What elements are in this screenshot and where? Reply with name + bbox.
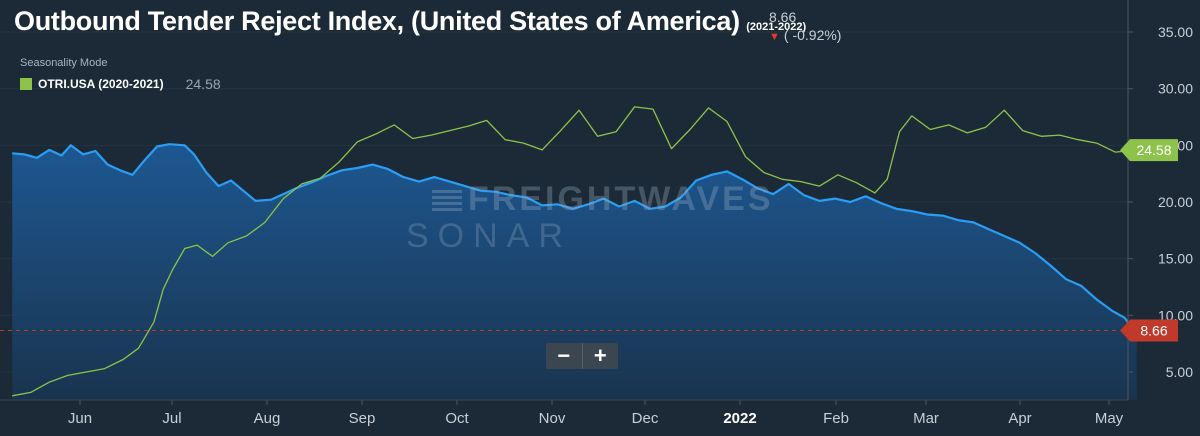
legend-item[interactable]: OTRI.USA (2020-2021) 24.58 <box>20 76 221 92</box>
value-badge: 24.58 <box>1120 139 1178 162</box>
badge-layer: 24.58 8.66 <box>1120 139 1178 342</box>
period-label: (2021-2022) <box>746 21 807 33</box>
change-value: ( -0.92%) <box>783 27 842 43</box>
chart-header: Outbound Tender Reject Index, (United St… <box>14 6 806 37</box>
current-value: 8.66 <box>769 9 797 25</box>
value-badge-label: 24.58 <box>1136 142 1171 158</box>
down-arrow-icon: ▼ <box>769 31 780 43</box>
x-tick-label: Feb <box>823 410 849 427</box>
y-tick-label: 35.00 <box>1158 24 1193 40</box>
x-tick-label: Sep <box>349 410 376 427</box>
legend-swatch <box>20 78 32 90</box>
x-tick-label: May <box>1095 410 1124 427</box>
x-tick-label: Oct <box>445 410 469 427</box>
value-badge: 8.66 <box>1120 319 1178 342</box>
x-tick-label: Jul <box>162 410 181 427</box>
series-area-layer <box>12 144 1137 400</box>
zoom-in-button[interactable]: + <box>593 343 607 368</box>
seasonality-mode-label: Seasonality Mode <box>20 57 108 69</box>
x-tick-label: Aug <box>254 410 281 427</box>
y-tick-label: 10.00 <box>1158 307 1193 323</box>
series-line-2020-2021 <box>12 106 1137 397</box>
chart-title: Outbound Tender Reject Index, (United St… <box>14 6 740 36</box>
legend-label: OTRI.USA (2020-2021) <box>38 77 164 91</box>
y-tick-label: 20.00 <box>1158 194 1193 210</box>
series-line-layer <box>0 106 1138 397</box>
value-badge-shape <box>1120 139 1178 162</box>
legend-value: 24.58 <box>185 76 221 92</box>
y-tick-label: 15.00 <box>1158 251 1193 267</box>
x-tick-label: Jun <box>68 410 92 427</box>
series-line-2021-2022 <box>12 143 1138 332</box>
x-tick-label: Dec <box>632 410 659 427</box>
zoom-out-button[interactable]: − <box>557 343 571 368</box>
y-tick-label: 30.00 <box>1158 81 1193 97</box>
series-area-2021-2022 <box>12 144 1137 400</box>
zoom-divider <box>581 343 583 369</box>
x-tick-label: Nov <box>539 410 566 427</box>
value-badge-label: 8.66 <box>1140 323 1167 339</box>
y-tick-label: 5.00 <box>1166 364 1193 380</box>
x-tick-label: Mar <box>913 410 939 427</box>
x-tick-label: Apr <box>1008 410 1031 427</box>
x-tick-label: 2022 <box>723 410 756 427</box>
zoom-control: − + <box>546 343 618 369</box>
current-value-block: 8.66 ▼( -0.92%) <box>769 8 841 46</box>
value-badge-shape <box>1120 319 1178 342</box>
